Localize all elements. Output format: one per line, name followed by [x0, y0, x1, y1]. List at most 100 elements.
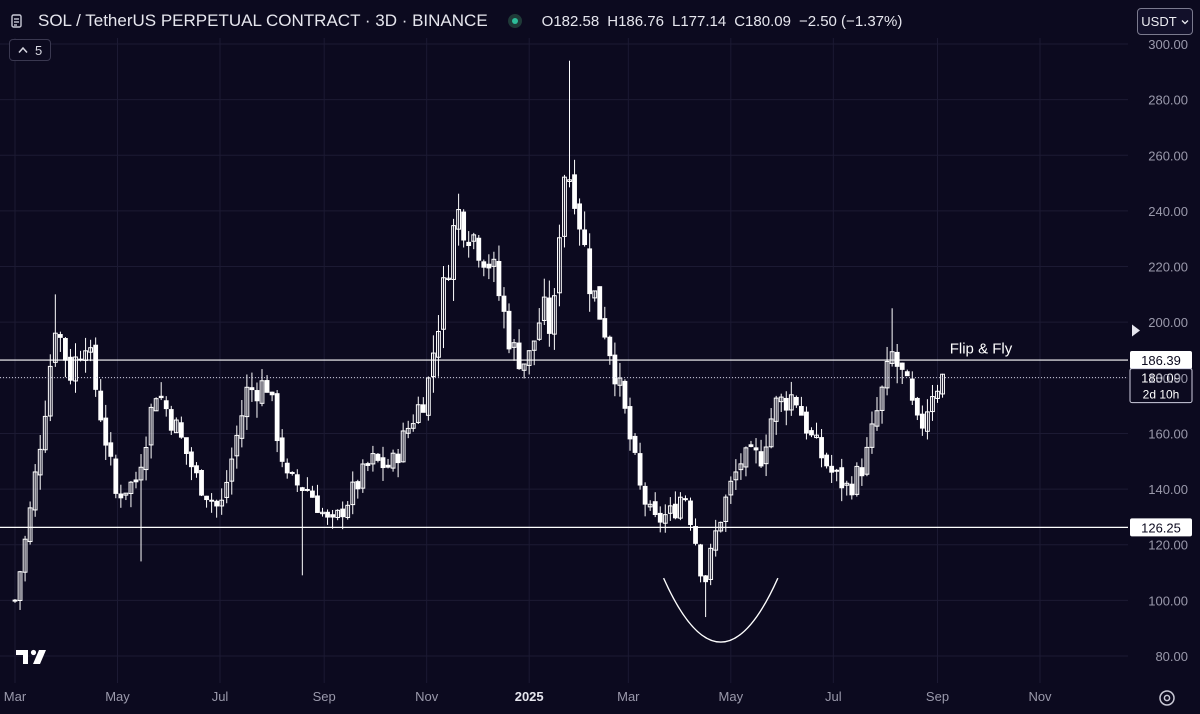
candle-body — [148, 406, 154, 446]
candle-body — [819, 437, 824, 459]
candle-body — [52, 332, 58, 363]
currency-select[interactable]: USDT — [1137, 8, 1193, 35]
candle-body — [577, 203, 582, 230]
candle-body — [612, 354, 618, 385]
candle-body — [42, 415, 48, 451]
low-value: 177.14 — [680, 12, 727, 30]
candle-body — [718, 521, 724, 532]
candle-body — [425, 377, 431, 416]
candle-body — [269, 391, 275, 396]
candle-body — [632, 435, 638, 453]
candle-body — [506, 310, 512, 350]
candle-body — [234, 434, 240, 457]
tradingview-logo[interactable] — [15, 647, 49, 667]
candle-body — [496, 260, 502, 297]
candle-body — [88, 347, 94, 353]
candle-body — [431, 352, 436, 378]
candle-body — [143, 447, 149, 471]
candle-body — [708, 547, 714, 580]
candle-body — [360, 463, 366, 489]
candle-body — [884, 360, 890, 389]
candle-body — [940, 373, 945, 395]
candle-body — [274, 393, 280, 442]
candle-body — [204, 495, 209, 501]
indicators-toggle-button[interactable]: 5 — [9, 39, 52, 61]
candle-body — [536, 322, 542, 340]
change-value: −2.50 (−1.37%) — [798, 12, 903, 30]
candle-body — [688, 500, 693, 526]
candle-body — [279, 437, 285, 462]
candle-body — [889, 351, 895, 364]
y-tick-label: 120.00 — [1148, 538, 1188, 553]
candle-body — [627, 406, 633, 440]
candle-body — [168, 409, 174, 431]
x-tick-label: May — [719, 689, 744, 704]
x-tick-label: Sep — [313, 689, 336, 704]
candle-body — [683, 498, 688, 501]
candle-body — [264, 380, 270, 393]
candle-body — [894, 351, 900, 367]
candle-body — [375, 453, 381, 461]
candle-body — [461, 211, 467, 241]
candle-body — [788, 394, 794, 411]
candle-body — [738, 463, 744, 471]
candle-body — [189, 451, 194, 468]
candle-body — [763, 446, 769, 465]
candle-body — [289, 471, 295, 474]
last-price-label: 180.09 — [1141, 371, 1181, 386]
candle-body — [370, 453, 376, 465]
candle-body — [516, 342, 522, 370]
candle-body — [254, 390, 260, 402]
symbol-list-icon[interactable] — [10, 12, 28, 30]
candle-body — [914, 397, 920, 416]
candle-body — [728, 480, 734, 496]
chart-settings-icon[interactable] — [1157, 688, 1177, 708]
high-value: 186.76 — [618, 12, 664, 30]
candle-body — [249, 387, 255, 391]
candle-body — [199, 470, 204, 496]
candle-body — [183, 437, 189, 454]
candle-body — [909, 378, 915, 401]
x-tick-label: 2025 — [515, 689, 544, 704]
candle-body — [310, 490, 315, 498]
candle-body — [456, 209, 462, 230]
candle-body — [37, 448, 43, 476]
candle-body — [899, 362, 905, 370]
y-tick-label: 220.00 — [1148, 260, 1188, 275]
candle-body — [405, 427, 411, 434]
candle-body — [27, 507, 33, 543]
candle-body — [335, 509, 341, 519]
candle-body — [869, 423, 875, 448]
axes: 300.00 280.00 260.00 240.00 220.00 200.00 180.… — [4, 37, 1188, 704]
candle-body — [748, 444, 754, 447]
candle-body — [153, 398, 159, 412]
symbol-title[interactable]: SOL / TetherUS PERPETUAL CONTRACT · 3D ·… — [38, 11, 488, 30]
candle-body — [118, 493, 124, 499]
last-price-box — [1129, 368, 1193, 404]
candle-body — [330, 514, 335, 518]
candle-body — [930, 396, 935, 413]
candle-body — [17, 571, 23, 601]
close-label: C — [734, 12, 746, 30]
candle-body — [617, 377, 623, 386]
candle-body — [607, 336, 613, 357]
symbol-header: SOL / TetherUS PERPETUAL CONTRACT · 3D ·… — [10, 8, 902, 34]
candle-body — [849, 483, 855, 496]
candle-body — [410, 423, 416, 429]
candle-body — [12, 599, 18, 602]
candle-body — [743, 447, 749, 468]
candle-body — [667, 505, 673, 514]
x-tick-label: May — [105, 689, 130, 704]
countdown-label: 2d 10h — [1143, 388, 1180, 402]
chevron-down-icon — [1181, 19, 1189, 24]
candle-body — [521, 363, 527, 371]
candle-body — [400, 430, 406, 463]
candle-body — [113, 458, 119, 494]
candle-body — [163, 400, 169, 410]
candle-body — [678, 496, 683, 519]
candle-body — [657, 512, 663, 523]
candle-body — [224, 481, 230, 498]
y-tick-label: 160.00 — [1148, 426, 1188, 441]
open-label: O — [541, 12, 554, 30]
